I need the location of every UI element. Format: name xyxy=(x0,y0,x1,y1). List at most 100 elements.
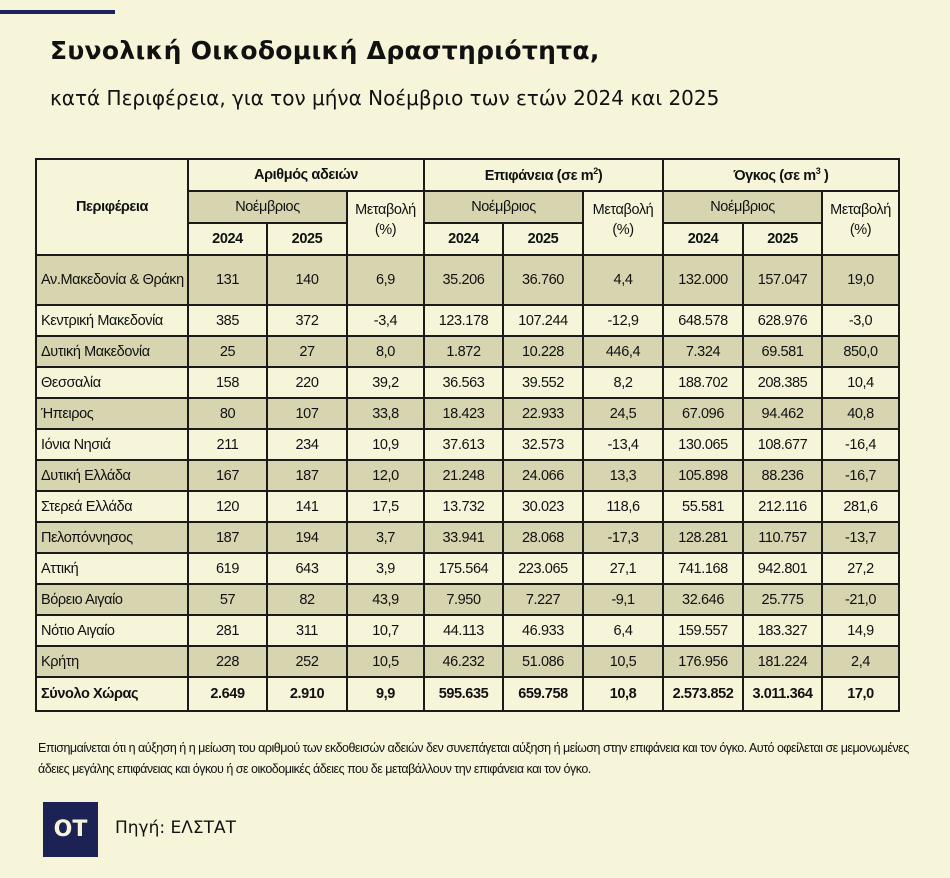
region-cell: Θεσσαλία xyxy=(35,366,189,399)
value-cell: 82 xyxy=(266,583,348,616)
value-cell: 3,7 xyxy=(346,521,425,554)
table-row: Δυτική Ελλάδα 167 187 12,0 21.248 24.066 13,3 1… xyxy=(35,459,901,492)
value-cell: 44.113 xyxy=(423,614,504,647)
value-cell: 3,9 xyxy=(346,552,425,585)
group-header-volume: Όγκος (σε m3 ) xyxy=(662,158,901,192)
value-cell: 158 xyxy=(187,366,268,399)
value-cell: 140 xyxy=(266,254,348,306)
table-row: Ήπειρος 80 107 33,8 18.423 22.933 24,5 67.096 94… xyxy=(35,397,901,430)
value-cell: 24,5 xyxy=(581,397,665,430)
group-header-permits: Αριθμός αδειών xyxy=(187,158,425,192)
value-cell: 643 xyxy=(266,552,348,585)
data-table: Περιφέρεια Αριθμός αδειών Επιφάνεια (σε … xyxy=(35,158,901,712)
change-header: Μεταβολή (%) xyxy=(821,190,901,256)
value-cell: 8,2 xyxy=(581,366,665,399)
value-cell: 10,7 xyxy=(346,614,425,647)
value-cell: -17,3 xyxy=(581,521,665,554)
value-cell: 2.649 xyxy=(187,676,268,712)
table-row: Βόρειο Αιγαίο 57 82 43,9 7.950 7.227 -9,1 32.64… xyxy=(35,583,901,616)
table-row: Κεντρική Μακεδονία 385 372 -3,4 123.178 107.2… xyxy=(35,304,901,337)
region-cell: Αν.Μακεδονία & Θράκη xyxy=(35,254,189,306)
value-cell: -3,4 xyxy=(346,304,425,337)
footnote: Επισημαίνεται ότι η αύξηση ή η μείωση το… xyxy=(38,741,909,776)
value-cell: 39,2 xyxy=(346,366,425,399)
region-cell: Σύνολο Χώρας xyxy=(35,676,189,712)
year-header: 2024 xyxy=(187,222,268,256)
value-cell: 88.236 xyxy=(742,459,824,492)
value-cell: 2.573.852 xyxy=(662,676,745,712)
value-cell: 22.933 xyxy=(502,397,584,430)
value-cell: 141 xyxy=(266,490,348,523)
group-header-area: Επιφάνεια (σε m2) xyxy=(422,158,665,192)
ot-logo: OT xyxy=(43,802,98,857)
value-cell: 595.635 xyxy=(423,676,504,712)
value-cell: 234 xyxy=(266,428,348,461)
value-cell: 741.168 xyxy=(662,552,745,585)
value-cell: 223.065 xyxy=(502,552,584,585)
table-row: Πελοπόννησος 187 194 3,7 33.941 28.068 -17,3 12… xyxy=(35,521,901,554)
value-cell: 13.732 xyxy=(423,490,504,523)
year-header: 2024 xyxy=(662,222,745,256)
value-cell: 105.898 xyxy=(662,459,745,492)
region-cell: Κρήτη xyxy=(35,645,189,678)
value-cell: 212.116 xyxy=(742,490,824,523)
region-header: Περιφέρεια xyxy=(35,158,189,256)
region-cell: Δυτική Μακεδονία xyxy=(35,335,189,368)
value-cell: 39.552 xyxy=(502,366,584,399)
month-header: Νοέμβριος xyxy=(662,190,824,224)
value-cell: 159.557 xyxy=(662,614,745,647)
value-cell: -16,4 xyxy=(821,428,901,461)
value-cell: 211 xyxy=(187,428,268,461)
value-cell: 10,5 xyxy=(346,645,425,678)
value-cell: 10.228 xyxy=(502,335,584,368)
value-cell: 108.677 xyxy=(742,428,824,461)
value-cell: 43,9 xyxy=(346,583,425,616)
value-cell: 167 xyxy=(187,459,268,492)
total-row: Σύνολο Χώρας 2.649 2.910 9,9 595.635 659.758 1… xyxy=(35,676,901,712)
value-cell: 4,4 xyxy=(581,254,665,306)
value-cell: 18.423 xyxy=(423,397,504,430)
value-cell: 10,5 xyxy=(581,645,665,678)
value-cell: 35.206 xyxy=(423,254,504,306)
value-cell: 228 xyxy=(187,645,268,678)
value-cell: 8,0 xyxy=(346,335,425,368)
value-cell: -3,0 xyxy=(821,304,901,337)
value-cell: 69.581 xyxy=(742,335,824,368)
value-cell: 13,3 xyxy=(581,459,665,492)
year-header: 2025 xyxy=(502,222,584,256)
value-cell: 107 xyxy=(266,397,348,430)
value-cell: 942.801 xyxy=(742,552,824,585)
value-cell: 446,4 xyxy=(581,335,665,368)
value-cell: 30.023 xyxy=(502,490,584,523)
value-cell: 94.462 xyxy=(742,397,824,430)
region-cell: Βόρειο Αιγαίο xyxy=(35,583,189,616)
region-cell: Δυτική Ελλάδα xyxy=(35,459,189,492)
value-cell: 7.227 xyxy=(502,583,584,616)
value-cell: 40,8 xyxy=(821,397,901,430)
value-cell: 385 xyxy=(187,304,268,337)
table-row: Θεσσαλία 158 220 39,2 36.563 39.552 8,2 188.702… xyxy=(35,366,901,399)
value-cell: 37.613 xyxy=(423,428,504,461)
value-cell: 3.011.364 xyxy=(742,676,824,712)
value-cell: -21,0 xyxy=(821,583,901,616)
table-row: Δυτική Μακεδονία 25 27 8,0 1.872 10.228 446,4 7… xyxy=(35,335,901,368)
value-cell: 311 xyxy=(266,614,348,647)
value-cell: 118,6 xyxy=(581,490,665,523)
change-header: Μεταβολή (%) xyxy=(346,190,425,256)
value-cell: 33,8 xyxy=(346,397,425,430)
value-cell: 252 xyxy=(266,645,348,678)
value-cell: 57 xyxy=(187,583,268,616)
value-cell: 27,1 xyxy=(581,552,665,585)
value-cell: 36.563 xyxy=(423,366,504,399)
value-cell: 188.702 xyxy=(662,366,745,399)
change-header: Μεταβολή (%) xyxy=(581,190,665,256)
value-cell: 281 xyxy=(187,614,268,647)
value-cell: 6,4 xyxy=(581,614,665,647)
value-cell: 183.327 xyxy=(742,614,824,647)
value-cell: 10,4 xyxy=(821,366,901,399)
value-cell: 67.096 xyxy=(662,397,745,430)
value-cell: 32.646 xyxy=(662,583,745,616)
value-cell: 21.248 xyxy=(423,459,504,492)
value-cell: 132.000 xyxy=(662,254,745,306)
value-cell: 80 xyxy=(187,397,268,430)
